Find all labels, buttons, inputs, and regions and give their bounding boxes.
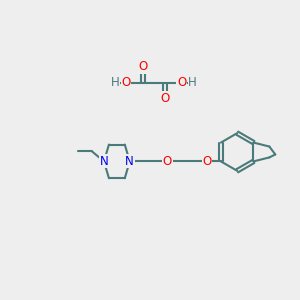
Text: N: N xyxy=(100,155,108,168)
Text: O: O xyxy=(160,92,170,105)
Text: O: O xyxy=(138,60,148,73)
Text: O: O xyxy=(163,155,172,168)
Text: H: H xyxy=(111,76,120,89)
Text: O: O xyxy=(202,155,211,168)
Text: O: O xyxy=(122,76,131,89)
Text: N: N xyxy=(125,155,134,168)
Text: O: O xyxy=(177,76,186,89)
Text: H: H xyxy=(188,76,197,89)
